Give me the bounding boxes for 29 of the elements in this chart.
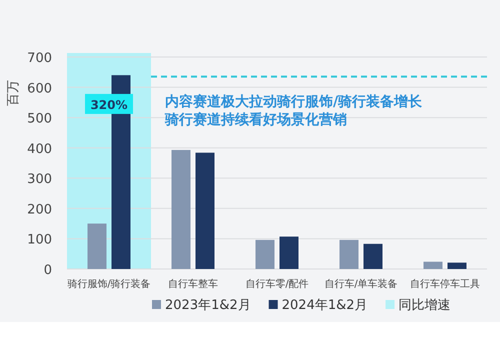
legend-label: 2024年1&2月: [282, 298, 368, 313]
bar: [172, 150, 190, 269]
x-tick-label: 自行车/单车装备: [324, 278, 398, 290]
bar: [424, 262, 442, 269]
y-tick-label: 100: [27, 232, 52, 248]
y-tick-label: 200: [27, 202, 52, 218]
text: 内容赛道极大拉动骑行服饰/骑行装备增长: [165, 93, 424, 110]
x-tick-label: 自行车整车: [168, 278, 218, 290]
y-tick-label: 600: [27, 81, 52, 96]
bar: [448, 262, 466, 269]
legend-label: 同比增速: [398, 298, 451, 313]
bar: [196, 152, 214, 269]
x-tick-label: 自行车停车工具: [410, 278, 480, 290]
annotation: 320%: [90, 98, 128, 112]
y-tick-label: 700: [27, 51, 52, 66]
bar: [256, 240, 274, 269]
bar: [364, 244, 382, 269]
x-tick-label: 骑行服饰/骑行装备: [67, 278, 151, 290]
y-tick-label: 300: [27, 172, 52, 188]
y-tick-label: 400: [27, 142, 52, 157]
text: 骑行赛道持续看好场景化营销: [164, 111, 347, 128]
legend-label: 2023年1&2月: [165, 298, 251, 313]
y-tick-label: 0: [44, 263, 52, 278]
x-tick-label: 自行车零/配件: [245, 278, 309, 290]
bar: [88, 224, 106, 269]
bar: [340, 240, 358, 269]
bar: [280, 236, 298, 269]
y-axis-title: 百万: [6, 80, 21, 106]
y-tick-label: 500: [27, 112, 52, 127]
